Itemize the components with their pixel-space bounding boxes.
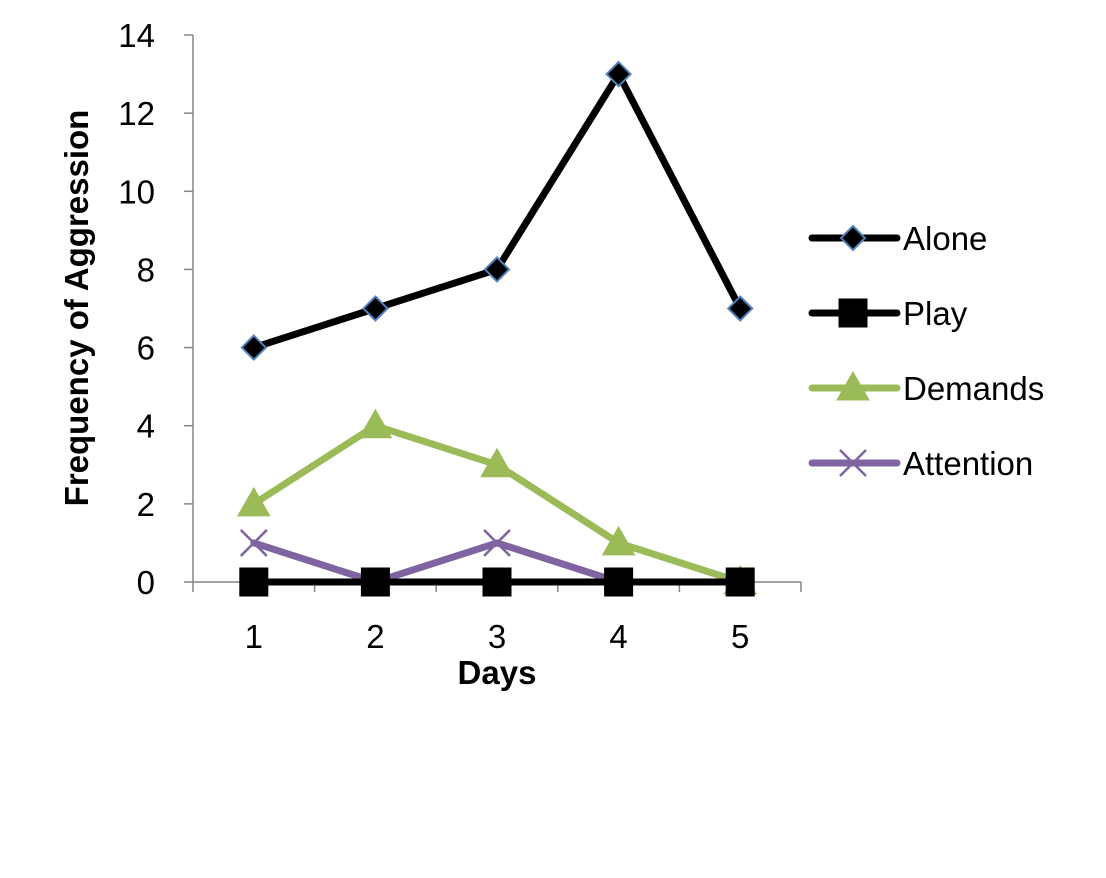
x-tick-label: 1: [245, 618, 263, 655]
legend-marker-attention: [839, 449, 867, 477]
y-tick-label: 10: [118, 173, 155, 210]
series-alone: [240, 60, 754, 361]
y-tick-label: 4: [137, 408, 155, 445]
data-point-alone: [605, 60, 633, 88]
data-point-play: [725, 567, 755, 597]
x-tick-labels: 1 2 3 4 5: [245, 618, 750, 655]
legend-label-attention: Attention: [903, 445, 1033, 482]
data-point-play: [482, 567, 512, 597]
data-point-play: [360, 567, 390, 597]
legend-marker-demands: [836, 370, 870, 401]
x-tick-label: 4: [609, 618, 627, 655]
legend-label-alone: Alone: [903, 220, 987, 257]
data-point-play: [604, 567, 634, 597]
y-tick-label: 14: [118, 17, 155, 54]
series-lines: [236, 60, 758, 597]
legend-item-play: Play: [808, 295, 968, 332]
y-axis-title: Frequency of Aggression: [58, 110, 95, 507]
axes: [184, 34, 802, 592]
data-point-alone: [726, 295, 754, 322]
y-tick-labels: 0 2 4 6 8 10 12 14: [118, 17, 155, 601]
data-point-demands: [480, 447, 514, 478]
series-play: [239, 567, 755, 597]
data-point-attention: [483, 529, 511, 557]
legend-item-attention: Attention: [808, 445, 1033, 482]
data-point-attention: [239, 529, 268, 557]
legend: Alone Play Demands Attention: [808, 220, 1044, 482]
y-tick-label: 6: [137, 330, 155, 367]
y-tick-label: 0: [137, 564, 155, 601]
data-point-demands: [358, 408, 393, 439]
data-point-alone: [361, 295, 389, 322]
data-point-play: [239, 567, 269, 597]
data-point-demands: [236, 486, 271, 517]
x-tick-label: 3: [488, 618, 506, 655]
x-axis-title: Days: [458, 654, 537, 691]
data-point-demands: [601, 525, 636, 556]
legend-label-play: Play: [903, 295, 968, 332]
x-tick-label: 5: [731, 618, 749, 655]
legend-item-alone: Alone: [808, 220, 987, 257]
legend-label-demands: Demands: [903, 370, 1044, 407]
y-tick-label: 12: [118, 95, 155, 132]
series-line-alone: [250, 70, 744, 352]
y-tick-label: 8: [137, 251, 155, 288]
y-tick-label: 2: [137, 486, 155, 523]
x-tick-label: 2: [366, 618, 384, 655]
data-point-alone: [240, 334, 268, 361]
data-point-alone: [483, 256, 511, 283]
legend-marker-alone: [839, 224, 867, 252]
legend-marker-play: [838, 298, 868, 328]
legend-item-demands: Demands: [808, 370, 1044, 407]
